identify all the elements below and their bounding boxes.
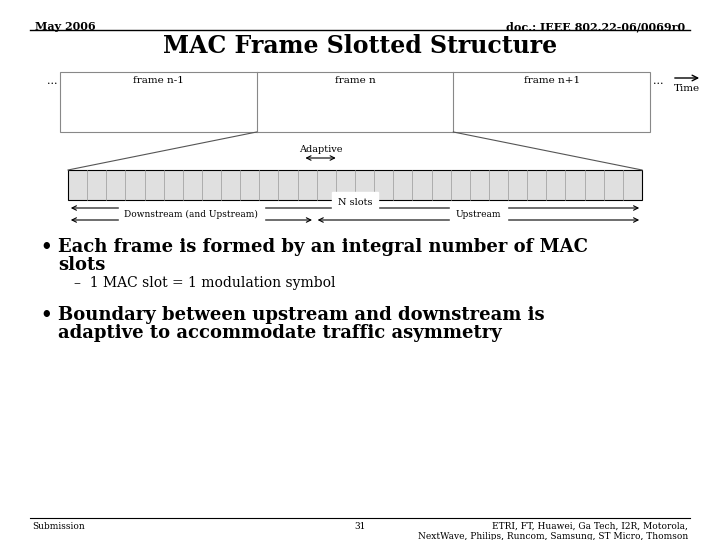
Text: frame n: frame n [335, 76, 375, 85]
Text: slots: slots [58, 256, 105, 274]
Text: frame n+1: frame n+1 [523, 76, 580, 85]
Text: Time: Time [674, 84, 700, 93]
Text: ETRI, FT, Huawei, Ga Tech, I2R, Motorola,
NextWave, Philips, Runcom, Samsung, ST: ETRI, FT, Huawei, Ga Tech, I2R, Motorola… [418, 522, 688, 540]
Text: doc.: IEEE 802.22-06/0069r0: doc.: IEEE 802.22-06/0069r0 [506, 21, 685, 32]
Text: ...: ... [653, 76, 663, 86]
Text: frame n-1: frame n-1 [133, 76, 184, 85]
Text: 31: 31 [354, 522, 366, 531]
Bar [60, 72, 650, 132]
Text: May 2006: May 2006 [35, 21, 96, 32]
Bar [68, 170, 642, 200]
Text: Upstream: Upstream [456, 210, 501, 219]
Text: adaptive to accommodate traffic asymmetry: adaptive to accommodate traffic asymmetr… [58, 324, 502, 342]
Text: MAC Frame Slotted Structure: MAC Frame Slotted Structure [163, 34, 557, 58]
Text: N slots: N slots [338, 198, 372, 207]
Text: Submission: Submission [32, 522, 85, 531]
Text: Each frame is formed by an integral number of MAC: Each frame is formed by an integral numb… [58, 238, 588, 256]
Text: Adaptive: Adaptive [299, 145, 342, 154]
Text: –  1 MAC slot = 1 modulation symbol: – 1 MAC slot = 1 modulation symbol [74, 276, 336, 290]
Text: ...: ... [47, 76, 58, 86]
Text: Downstream (and Upstream): Downstream (and Upstream) [125, 210, 258, 219]
Text: •: • [40, 306, 52, 324]
Text: Boundary between upstream and downstream is: Boundary between upstream and downstream… [58, 306, 544, 324]
Text: •: • [40, 238, 52, 256]
